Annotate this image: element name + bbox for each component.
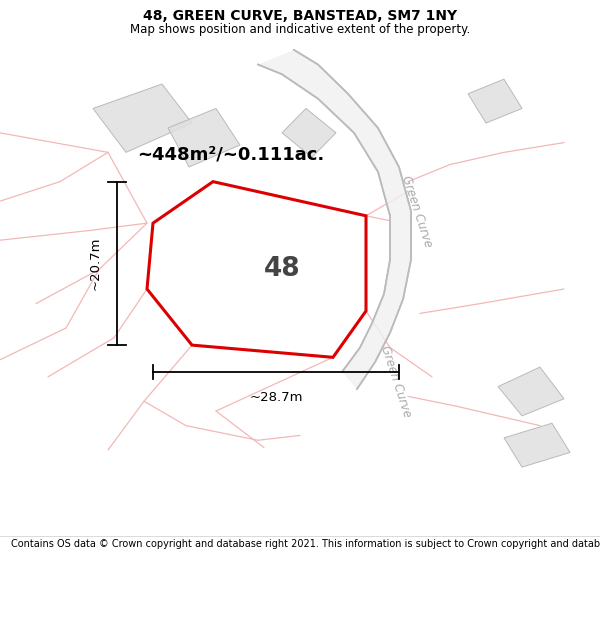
Text: 48, GREEN CURVE, BANSTEAD, SM7 1NY: 48, GREEN CURVE, BANSTEAD, SM7 1NY	[143, 9, 457, 23]
Text: Green Curve: Green Curve	[399, 173, 435, 248]
Text: Green Curve: Green Curve	[378, 344, 414, 419]
Polygon shape	[147, 182, 366, 358]
Polygon shape	[168, 109, 240, 167]
Polygon shape	[93, 84, 192, 152]
Polygon shape	[504, 423, 570, 467]
Text: ~448m²/~0.111ac.: ~448m²/~0.111ac.	[137, 146, 325, 164]
Text: 48: 48	[263, 256, 301, 282]
Polygon shape	[258, 50, 411, 389]
Polygon shape	[213, 206, 318, 338]
Text: Map shows position and indicative extent of the property.: Map shows position and indicative extent…	[130, 23, 470, 36]
Polygon shape	[498, 367, 564, 416]
Polygon shape	[282, 109, 336, 158]
Text: ~20.7m: ~20.7m	[89, 237, 102, 290]
Polygon shape	[468, 79, 522, 123]
Text: ~28.7m: ~28.7m	[249, 391, 303, 404]
Text: Contains OS data © Crown copyright and database right 2021. This information is : Contains OS data © Crown copyright and d…	[11, 539, 600, 549]
